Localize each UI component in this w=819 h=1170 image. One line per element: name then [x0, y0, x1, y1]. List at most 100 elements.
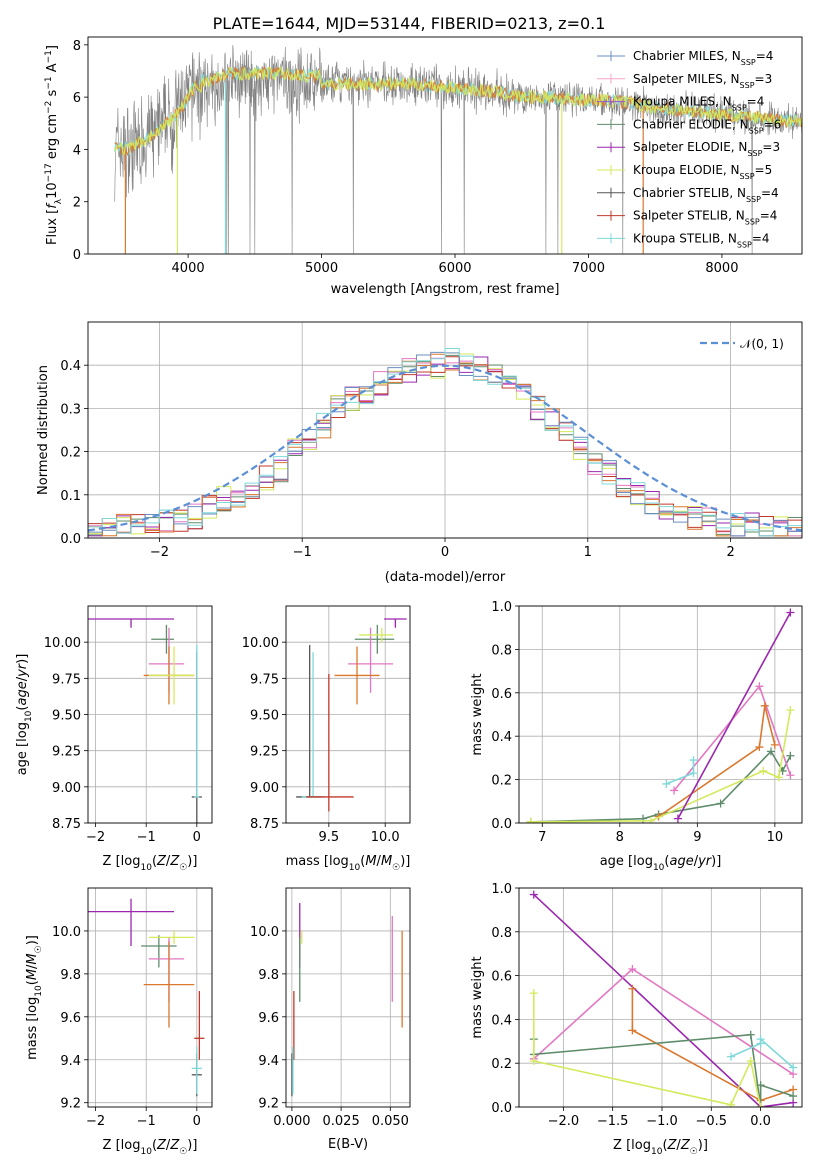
legend-entry: Kroupa ELODIE, NSSP=5 — [597, 163, 772, 181]
series-marker — [789, 1063, 798, 1072]
axes-frame — [518, 605, 803, 824]
axes-frame — [87, 36, 803, 255]
legend-entry: Salpeter MILES, NSSP=3 — [597, 72, 772, 89]
x-tick-label: 0.0 — [750, 1114, 771, 1129]
series-marker — [529, 989, 538, 998]
data-point — [306, 673, 354, 812]
plot-area — [296, 618, 407, 812]
y-axis-label: Flux [fλ10−17 erg cm−2 s−1 A−1] — [44, 45, 64, 245]
data-point — [359, 627, 394, 643]
series-marker — [755, 743, 764, 752]
plot-area — [291, 903, 403, 1097]
x-tick-label: 4000 — [172, 261, 205, 276]
legend-entry: Chabrier MILES, NSSP=4 — [597, 49, 773, 67]
x-tick-label: −1 — [137, 1114, 156, 1129]
series-marker — [756, 1081, 765, 1090]
normal-curve — [88, 364, 802, 532]
data-point — [143, 941, 195, 1028]
y-axis-label: age [log10(age/yr)] — [15, 654, 34, 776]
y-tick-label: 1.0 — [491, 882, 512, 897]
y-tick-label: 0.1 — [60, 489, 81, 504]
x-axis-label: mass [log10(M/M☉)] — [286, 854, 411, 873]
y-tick-label: 0.3 — [60, 402, 81, 417]
x-tick-label: 9.5 — [318, 830, 339, 845]
y-axis-label: Normed distribution — [36, 365, 51, 495]
x-tick-label: 7 — [538, 830, 546, 845]
y-tick-label: 2 — [73, 196, 81, 211]
data-point — [148, 930, 195, 944]
x-tick-label: −1 — [293, 545, 312, 560]
x-tick-label: 0.050 — [372, 1114, 409, 1129]
series-line — [526, 706, 795, 823]
series-marker — [662, 779, 671, 788]
data-point — [151, 624, 175, 654]
series-marker — [770, 740, 779, 749]
x-tick-label: 2 — [726, 545, 734, 560]
x-tick-label: −2 — [150, 545, 169, 560]
y-tick-label: 1.0 — [491, 600, 512, 615]
legend-entry: Kroupa STELIB, NSSP=4 — [597, 231, 770, 249]
y-tick-label: 9.2 — [60, 1097, 81, 1112]
legend-label: Chabrier STELIB, NSSP=4 — [633, 186, 779, 204]
x-tick-label: 8 — [616, 830, 624, 845]
y-tick-label: 0.0 — [60, 532, 81, 547]
x-axis-label: Z [log10(Z/Z☉)] — [103, 854, 198, 873]
y-tick-label: 8.75 — [250, 817, 279, 832]
series-marker — [716, 799, 725, 808]
panel-mass-vs-Z: −2 −1 0 9.2 9.4 9.6 9.8 10.0 Z [log10(Z/Z☉)] mass… — [25, 887, 213, 1157]
series-path — [530, 750, 792, 823]
y-tick-label: 0.8 — [491, 643, 512, 658]
y-tick-label: 0.8 — [491, 926, 512, 941]
x-axis-label: Z [log10(Z/Z☉)] — [613, 1138, 708, 1157]
legend-entry: Kroupa MILES, NSSP=4 — [597, 95, 764, 113]
panel-age-vs-Z: −2 −1 0 8.75 9.00 9.25 9.50 9.75 10.00 Z [log10(Z… — [15, 605, 213, 873]
axes-frame — [518, 887, 803, 1108]
y-axis-label: mass weight — [470, 673, 485, 755]
axes-frame — [285, 605, 411, 824]
series-path — [533, 993, 762, 1107]
legend-label: Kroupa MILES, NSSP=4 — [633, 95, 764, 113]
legend-label: Salpeter ELODIE, NSSP=3 — [633, 140, 780, 158]
legend-entry: Salpeter STELIB, NSSP=4 — [597, 209, 777, 226]
y-tick-label: 0.4 — [491, 1013, 512, 1028]
plot-area — [526, 608, 795, 823]
legend-label: Kroupa ELODIE, NSSP=5 — [633, 163, 772, 181]
series-marker — [766, 747, 775, 756]
series-marker — [786, 706, 795, 715]
y-tick-label: 9.4 — [258, 1054, 279, 1069]
series-line — [673, 608, 795, 823]
y-tick-label: 9.6 — [258, 1011, 279, 1026]
y-tick-label: 8.75 — [52, 817, 81, 832]
y-axis-label: mass [log10(M/M☉)] — [25, 935, 44, 1060]
x-axis-label: (data-model)/error — [385, 570, 506, 585]
series-line — [529, 989, 765, 1107]
x-tick-label: −0.5 — [695, 1114, 727, 1129]
y-tick-label: 9.00 — [52, 781, 81, 796]
x-tick-label: −2 — [86, 830, 105, 845]
series-line — [662, 756, 698, 788]
plot-area — [88, 618, 202, 823]
axes-frame — [87, 887, 213, 1108]
x-tick-label: 5000 — [305, 261, 338, 276]
legend-label: Chabrier MILES, NSSP=4 — [633, 49, 773, 67]
series-marker — [673, 814, 682, 823]
data-point — [88, 898, 175, 946]
series-marker — [756, 1103, 765, 1107]
y-tick-label: 9.4 — [60, 1054, 81, 1069]
y-tick-label: 0.2 — [60, 446, 81, 461]
x-tick-label: 0 — [441, 545, 449, 560]
x-tick-label: 6000 — [438, 261, 471, 276]
legend-label: 𝒩(0, 1) — [740, 337, 784, 351]
series-marker — [755, 682, 764, 691]
series-marker — [646, 816, 655, 823]
series-marker — [628, 1026, 637, 1035]
residual-histogram — [88, 347, 802, 538]
y-tick-label: 9.8 — [258, 968, 279, 983]
panel-age-vs-mass: 9.5 10.0 8.75 9.00 9.25 9.50 9.75 10.00 mass [lo… — [242, 605, 411, 873]
series-marker — [529, 1057, 538, 1066]
x-tick-label: 1 — [584, 545, 592, 560]
y-tick-label: 0.4 — [60, 359, 81, 374]
y-tick-label: 9.50 — [250, 709, 279, 724]
series-marker — [786, 608, 795, 617]
data-point — [88, 618, 175, 628]
